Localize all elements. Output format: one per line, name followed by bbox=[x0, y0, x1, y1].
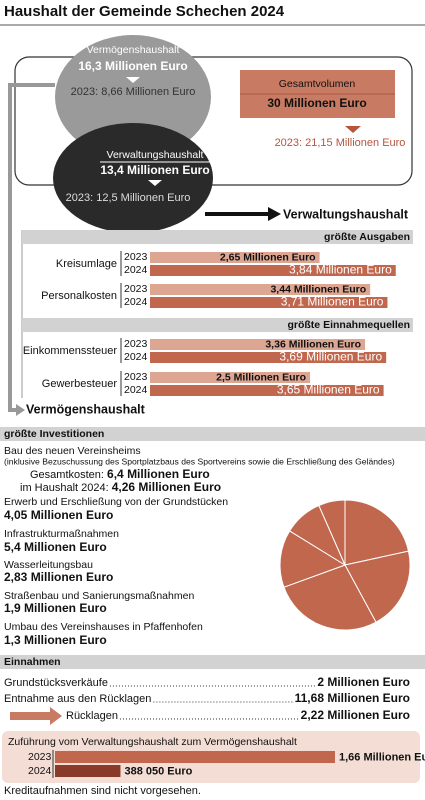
bar bbox=[150, 372, 310, 383]
pie-slice bbox=[279, 530, 347, 588]
value-label: 3,71 Millionen Euro bbox=[281, 295, 384, 309]
value-label: 3,69 Millionen Euro bbox=[279, 350, 382, 364]
section-title: Vermögenshaushalt bbox=[26, 402, 146, 416]
bar bbox=[150, 385, 384, 396]
value-label: 388 050 Euro bbox=[124, 765, 192, 777]
title: Haushalt der Gemeinde Schechen 2024 bbox=[4, 3, 285, 20]
row-label: Grundstücksverkäufe bbox=[4, 677, 108, 689]
value-label: 2,65 Millionen Euro bbox=[220, 251, 316, 263]
item-label: Gewerbesteuer bbox=[42, 378, 118, 390]
label: Vermögenshaushalt bbox=[87, 44, 180, 56]
label: Verwaltungshaushalt bbox=[107, 149, 204, 161]
row-value: 2 Millionen Euro bbox=[317, 675, 410, 689]
note: Kreditaufnahmen sind nicht vorgesehen. bbox=[4, 785, 201, 797]
arrow bbox=[10, 707, 62, 725]
pie-slice bbox=[283, 564, 377, 631]
year-label: 2024 bbox=[124, 384, 148, 396]
arrow bbox=[16, 404, 25, 416]
row-label: Entnahme aus den Rücklagen bbox=[4, 693, 151, 705]
row-label: Rücklagen bbox=[66, 710, 118, 722]
arrow bbox=[148, 180, 162, 186]
item-value: 4,05 Millionen Euro bbox=[4, 508, 113, 522]
value: 13,4 Millionen Euro bbox=[100, 163, 209, 177]
bar bbox=[55, 765, 121, 777]
zufuehrung-title: Zuführung vom Verwaltungshaushalt zum Ve… bbox=[8, 736, 297, 748]
item-title: Infrastrukturmaßnahmen bbox=[4, 528, 119, 540]
row-value: 2,22 Millionen Euro bbox=[301, 708, 410, 722]
header-bar bbox=[0, 427, 425, 441]
arrow bbox=[268, 207, 281, 221]
item-value: 5,4 Millionen Euro bbox=[4, 540, 107, 554]
item-label: Einkommenssteuer bbox=[23, 345, 117, 357]
value-label: 3,36 Millionen Euro bbox=[265, 338, 361, 350]
year-label: 2023 bbox=[124, 338, 148, 350]
heading: größte Investitionen bbox=[4, 428, 104, 440]
item-title: Umbau des Vereinshauses in Pfaffenhofen bbox=[4, 621, 203, 633]
value-label: 3,65 Millionen Euro bbox=[277, 383, 380, 397]
arrow bbox=[126, 77, 140, 83]
arrow bbox=[345, 126, 361, 133]
prev: 2023: 21,15 Millionen Euro bbox=[275, 137, 406, 149]
value-label: 2,5 Millionen Euro bbox=[216, 371, 306, 383]
header-bar bbox=[22, 318, 413, 332]
bar bbox=[150, 297, 388, 308]
prev: 2023: 8,66 Millionen Euro bbox=[71, 86, 196, 98]
item-title: Straßenbau und Sanierungsmaßnahmen bbox=[4, 590, 194, 602]
item-title: Wasserleitungsbau bbox=[4, 559, 93, 571]
item-value: 1,3 Millionen Euro bbox=[4, 633, 107, 647]
heading: Einnahmen bbox=[4, 656, 61, 668]
value: 16,3 Millionen Euro bbox=[78, 59, 187, 73]
value-label: 3,84 Millionen Euro bbox=[289, 263, 392, 277]
year-label: 2024 bbox=[28, 765, 52, 777]
label: Gesamtvolumen bbox=[279, 78, 356, 90]
bar bbox=[150, 265, 396, 276]
vermoegen-circle bbox=[55, 35, 211, 159]
note: (inklusive Bezuschussung des Sportplatzb… bbox=[4, 456, 395, 466]
year-label: 2023 bbox=[28, 751, 52, 763]
item-value: 1,9 Millionen Euro bbox=[4, 601, 107, 615]
year-label: 2024 bbox=[124, 351, 148, 363]
bar bbox=[150, 352, 387, 363]
item-label: Personalkosten bbox=[41, 290, 117, 302]
bar bbox=[150, 252, 320, 263]
value-label: 3,44 Millionen Euro bbox=[270, 283, 366, 295]
bar bbox=[150, 339, 366, 350]
total: Gesamtkosten: 6,4 Millionen Euro bbox=[30, 467, 210, 481]
value: 30 Millionen Euro bbox=[267, 96, 366, 110]
heading: größte Einnahmequellen bbox=[287, 319, 410, 331]
year-label: 2023 bbox=[124, 283, 148, 295]
bar bbox=[150, 284, 371, 295]
pie-slice bbox=[344, 550, 411, 623]
heading: größte Ausgaben bbox=[324, 231, 410, 243]
bar bbox=[55, 751, 335, 763]
item-label: Kreisumlage bbox=[56, 258, 117, 270]
pie-slice bbox=[344, 499, 410, 566]
year-label: 2024 bbox=[124, 296, 148, 308]
header-bar bbox=[22, 230, 413, 244]
year-label: 2024 bbox=[124, 264, 148, 276]
frame bbox=[14, 56, 413, 186]
connector bbox=[8, 83, 55, 412]
item-title: Bau des neuen Vereinsheims bbox=[4, 445, 141, 457]
verwaltung-circle bbox=[53, 123, 213, 233]
budget: im Haushalt 2024: 4,26 Millionen Euro bbox=[20, 480, 221, 494]
header-bar bbox=[0, 655, 425, 669]
year-label: 2023 bbox=[124, 371, 148, 383]
pie-slice bbox=[318, 499, 346, 566]
row-value: 11,68 Millionen Euro bbox=[295, 691, 410, 705]
item-value: 2,83 Millionen Euro bbox=[4, 570, 113, 584]
prev: 2023: 12,5 Millionen Euro bbox=[66, 192, 191, 204]
value-label: 1,66 Millionen Euro bbox=[339, 751, 425, 763]
year-label: 2023 bbox=[124, 251, 148, 263]
section-title: Verwaltungshaushalt bbox=[283, 207, 409, 221]
item-title: Erwerb und Erschließung von der Grundstü… bbox=[4, 496, 228, 508]
